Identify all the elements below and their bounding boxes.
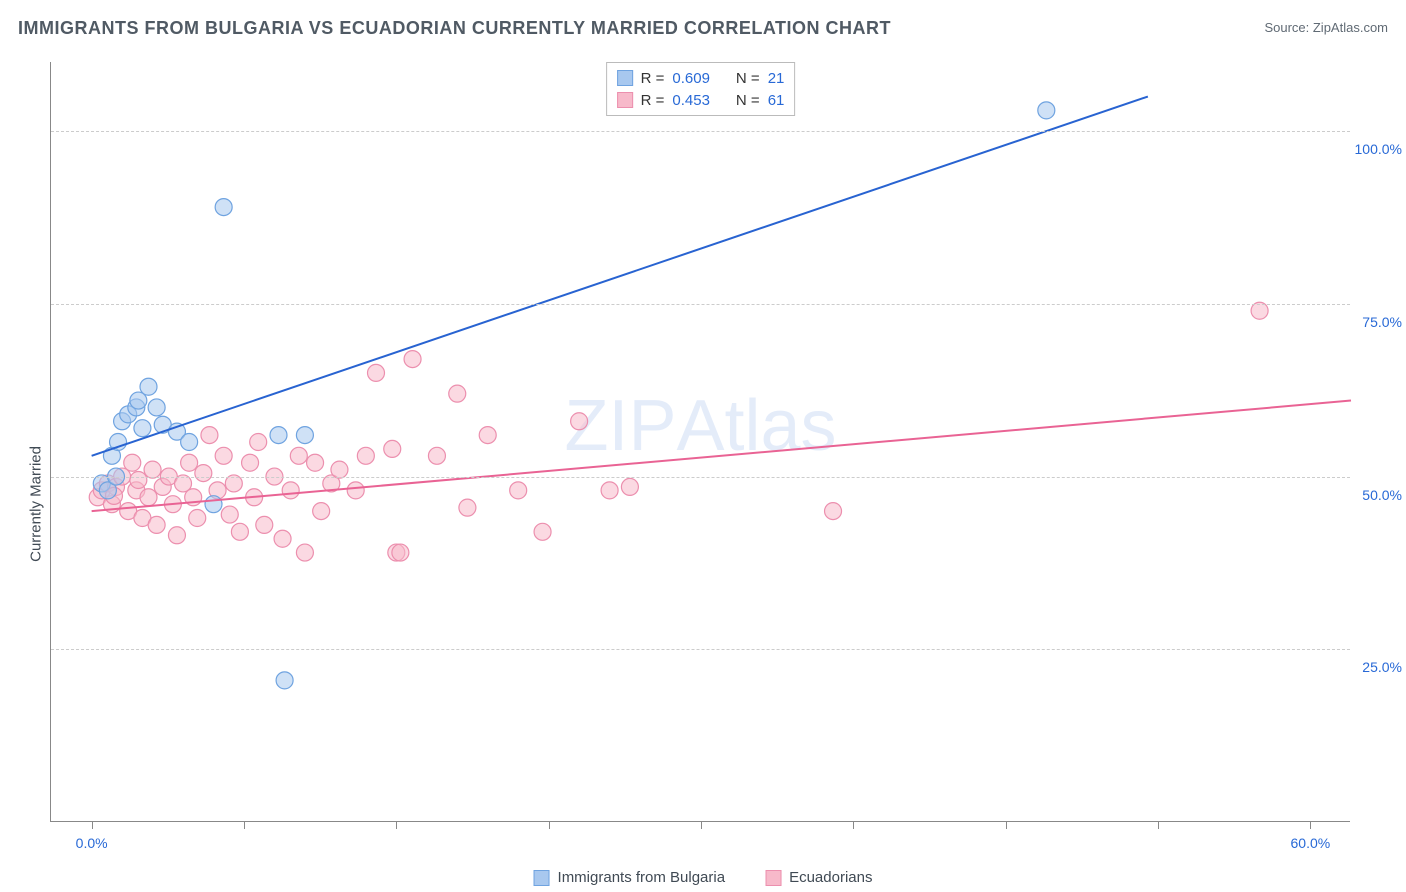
source-label: Source: ZipAtlas.com (1264, 20, 1388, 35)
legend-swatch (765, 870, 781, 886)
data-point (189, 510, 206, 527)
legend-r-value: 0.609 (672, 70, 710, 87)
data-point (282, 482, 299, 499)
data-point (313, 503, 330, 520)
x-tick (853, 821, 854, 829)
data-point (1038, 102, 1055, 119)
data-point (274, 530, 291, 547)
x-tick (396, 821, 397, 829)
gridline (51, 649, 1350, 650)
data-point (290, 447, 307, 464)
y-tick-label: 25.0% (1362, 659, 1402, 675)
data-point (459, 499, 476, 516)
data-point (148, 399, 165, 416)
x-tick (92, 821, 93, 829)
data-point (195, 465, 212, 482)
data-point (428, 447, 445, 464)
data-point (205, 496, 222, 513)
data-point (250, 434, 267, 451)
data-point (347, 482, 364, 499)
legend-label: Ecuadorians (789, 869, 872, 886)
plot-area: ZIPAtlas R =0.609N =21R =0.453N =61 25.0… (50, 62, 1350, 822)
legend-label: Immigrants from Bulgaria (558, 869, 726, 886)
legend-item: Immigrants from Bulgaria (534, 869, 726, 886)
gridline (51, 131, 1350, 132)
gridline (51, 477, 1350, 478)
data-point (168, 527, 185, 544)
data-point (124, 454, 141, 471)
plot-svg (51, 62, 1350, 821)
gridline (51, 304, 1350, 305)
data-point (231, 523, 248, 540)
chart-container: IMMIGRANTS FROM BULGARIA VS ECUADORIAN C… (0, 0, 1406, 892)
data-point (825, 503, 842, 520)
data-point (510, 482, 527, 499)
legend-r-label: R = (641, 70, 665, 87)
y-tick-label: 100.0% (1355, 141, 1402, 157)
data-point (384, 440, 401, 457)
data-point (276, 672, 293, 689)
y-tick-label: 50.0% (1362, 487, 1402, 503)
data-point (357, 447, 374, 464)
data-point (392, 544, 409, 561)
chart-title: IMMIGRANTS FROM BULGARIA VS ECUADORIAN C… (18, 18, 891, 39)
data-point (134, 420, 151, 437)
data-point (221, 506, 238, 523)
x-tick (1006, 821, 1007, 829)
y-axis-title: Currently Married (28, 446, 45, 562)
data-point (479, 427, 496, 444)
legend-n-label: N = (736, 92, 760, 109)
x-tick (1310, 821, 1311, 829)
regression-line (92, 401, 1351, 512)
legend-r-value: 0.453 (672, 92, 710, 109)
data-point (140, 378, 157, 395)
x-tick-label: 60.0% (1291, 835, 1331, 851)
y-tick-label: 75.0% (1362, 314, 1402, 330)
legend-n-label: N = (736, 70, 760, 87)
data-point (368, 364, 385, 381)
x-tick (244, 821, 245, 829)
data-point (215, 199, 232, 216)
data-point (621, 478, 638, 495)
legend-swatch (617, 92, 633, 108)
data-point (130, 472, 147, 489)
data-point (307, 454, 324, 471)
data-point (601, 482, 618, 499)
legend-series: Immigrants from Bulgaria Ecuadorians (534, 869, 873, 886)
data-point (140, 489, 157, 506)
legend-row: R = 0.609 N = 21 (617, 67, 785, 89)
regression-line (92, 97, 1148, 456)
x-tick (549, 821, 550, 829)
data-point (201, 427, 218, 444)
data-point (181, 454, 198, 471)
legend-n-value: 61 (768, 92, 785, 109)
data-point (449, 385, 466, 402)
data-point (270, 427, 287, 444)
data-point (215, 447, 232, 464)
legend-row: R = 0.453 N = 61 (617, 89, 785, 111)
data-point (242, 454, 259, 471)
data-point (296, 427, 313, 444)
legend-n-value: 21 (768, 70, 785, 87)
legend-item: Ecuadorians (765, 869, 872, 886)
legend-swatch (617, 70, 633, 86)
data-point (571, 413, 588, 430)
data-point (181, 434, 198, 451)
data-point (256, 516, 273, 533)
x-tick (1158, 821, 1159, 829)
legend-correlation: R = 0.609 N = 21 R = 0.453 N = 61 (606, 62, 796, 116)
data-point (296, 544, 313, 561)
x-tick (701, 821, 702, 829)
data-point (148, 516, 165, 533)
x-tick-label: 0.0% (76, 835, 108, 851)
legend-r-label: R = (641, 92, 665, 109)
legend-swatch (534, 870, 550, 886)
data-point (534, 523, 551, 540)
data-point (404, 351, 421, 368)
